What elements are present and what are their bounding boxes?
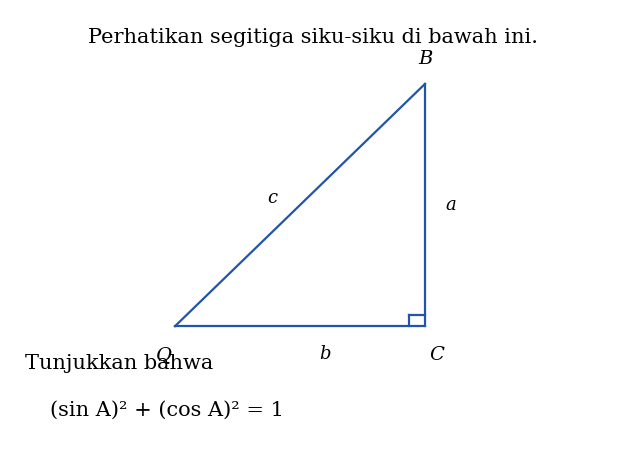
Text: b: b <box>319 345 331 363</box>
Text: Q: Q <box>156 346 172 364</box>
Text: Tunjukkan bahwa: Tunjukkan bahwa <box>25 354 213 373</box>
Text: c: c <box>267 189 277 207</box>
Text: Perhatikan segitiga siku-siku di bawah ini.: Perhatikan segitiga siku-siku di bawah i… <box>88 28 538 47</box>
Text: B: B <box>418 49 432 68</box>
Text: (sin A)² + (cos A)² = 1: (sin A)² + (cos A)² = 1 <box>50 401 284 420</box>
Text: a: a <box>445 196 456 214</box>
Text: C: C <box>429 346 444 364</box>
